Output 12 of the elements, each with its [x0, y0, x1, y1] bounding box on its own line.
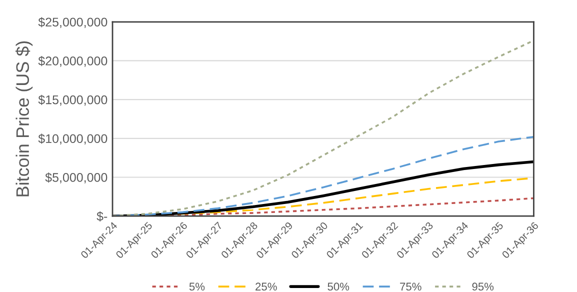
legend-label: 5% [189, 282, 205, 291]
y-axis-title: Bitcoin Price (US $) [15, 41, 33, 196]
y-tick-label: $25,000,000 [38, 17, 108, 28]
y-tick-label: $5,000,000 [45, 172, 108, 184]
legend-label: 50% [328, 282, 350, 291]
legend-label: 75% [400, 282, 422, 291]
y-tick-label: $20,000,000 [38, 56, 108, 67]
legend-label: 95% [472, 282, 494, 291]
legend-label: 25% [256, 282, 277, 291]
y-tick-label: $10,000,000 [38, 134, 108, 145]
y-tick-label: $15,000,000 [38, 94, 108, 106]
y-tick-label: $- [96, 211, 108, 222]
